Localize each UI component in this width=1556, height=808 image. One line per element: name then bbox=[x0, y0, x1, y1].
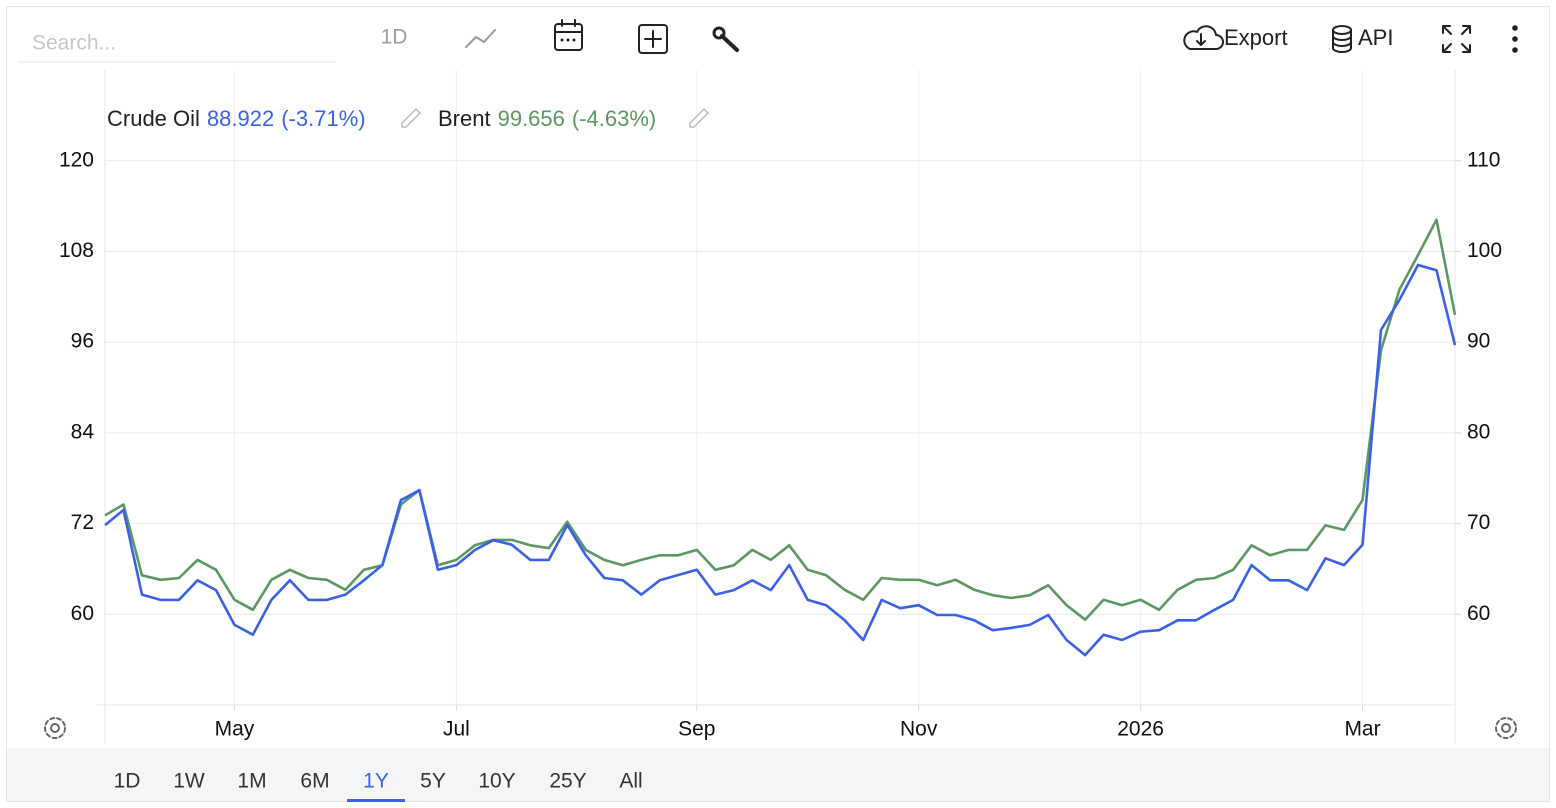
range-bar bbox=[7, 748, 1549, 801]
legend-value: 99.656 bbox=[498, 106, 565, 131]
y2-tick-label: 70 bbox=[1467, 511, 1490, 534]
calendar-icon[interactable] bbox=[554, 19, 583, 51]
tools-icon[interactable] bbox=[712, 26, 739, 52]
range-button[interactable]: 5Y bbox=[420, 770, 446, 793]
y-tick-label: 60 bbox=[71, 602, 94, 625]
y2-tick-label: 80 bbox=[1467, 420, 1490, 443]
range-selected-underline bbox=[347, 799, 405, 802]
search-input[interactable]: Search... bbox=[32, 32, 116, 55]
frame bbox=[6, 6, 1550, 802]
x-tick-label: Sep bbox=[678, 718, 715, 741]
api-icon[interactable] bbox=[1332, 25, 1352, 53]
x-tick-label: 2026 bbox=[1117, 718, 1164, 741]
fullscreen-icon[interactable] bbox=[1442, 25, 1471, 53]
legend-name: Crude Oil bbox=[107, 106, 200, 131]
settings-left[interactable] bbox=[44, 717, 66, 739]
range-button[interactable]: 1W bbox=[173, 770, 205, 793]
range-button[interactable]: All bbox=[619, 770, 642, 793]
range-button[interactable]: 1D bbox=[114, 770, 141, 793]
y-tick-label: 96 bbox=[71, 330, 94, 353]
y2-tick-label: 110 bbox=[1467, 148, 1500, 171]
legend-change: (-3.71%) bbox=[281, 106, 365, 131]
export-icon[interactable] bbox=[1183, 25, 1224, 50]
y2-tick-label: 100 bbox=[1467, 239, 1502, 262]
more-menu[interactable] bbox=[1512, 25, 1518, 53]
x-tick-label: Jul bbox=[443, 718, 470, 741]
series-line bbox=[104, 218, 1457, 621]
range-button[interactable]: 25Y bbox=[549, 770, 586, 793]
legend-change: (-4.63%) bbox=[572, 106, 656, 131]
legend-edit-icon[interactable] bbox=[689, 107, 710, 128]
range-button[interactable]: 1Y bbox=[363, 770, 389, 793]
legend: Crude Oil 88.922 (-3.71%) Brent 99.656 (-4.63… bbox=[107, 106, 656, 131]
series-line bbox=[104, 263, 1457, 657]
y2-tick-label: 90 bbox=[1467, 330, 1490, 353]
x-tick-label: Mar bbox=[1344, 718, 1380, 741]
legend-value: 88.922 bbox=[207, 106, 274, 131]
x-tick-label: May bbox=[215, 718, 255, 741]
legend-edit-icon[interactable] bbox=[401, 107, 422, 128]
interval-button[interactable]: 1D bbox=[381, 26, 408, 49]
plot-area: 60 72 84 96 108 120 60 70 80 90 100 110 May Jul Sep Nov… bbox=[59, 70, 1502, 745]
chart-type-icon[interactable] bbox=[465, 29, 496, 48]
y2-tick-label: 60 bbox=[1467, 602, 1490, 625]
range-button[interactable]: 6M bbox=[300, 770, 329, 793]
y-tick-label: 108 bbox=[59, 239, 94, 262]
export-button[interactable]: Export bbox=[1224, 25, 1288, 50]
range-button[interactable]: 10Y bbox=[478, 770, 515, 793]
y-tick-label: 84 bbox=[71, 420, 95, 443]
legend-name: Brent bbox=[438, 106, 491, 131]
add-indicator-icon[interactable] bbox=[638, 24, 668, 54]
api-button[interactable]: API bbox=[1358, 25, 1393, 50]
y-tick-label: 120 bbox=[59, 148, 94, 171]
y-tick-label: 72 bbox=[71, 511, 94, 534]
settings-right[interactable] bbox=[1495, 717, 1517, 739]
x-tick-label: Nov bbox=[900, 718, 938, 741]
range-button[interactable]: 1M bbox=[237, 770, 266, 793]
